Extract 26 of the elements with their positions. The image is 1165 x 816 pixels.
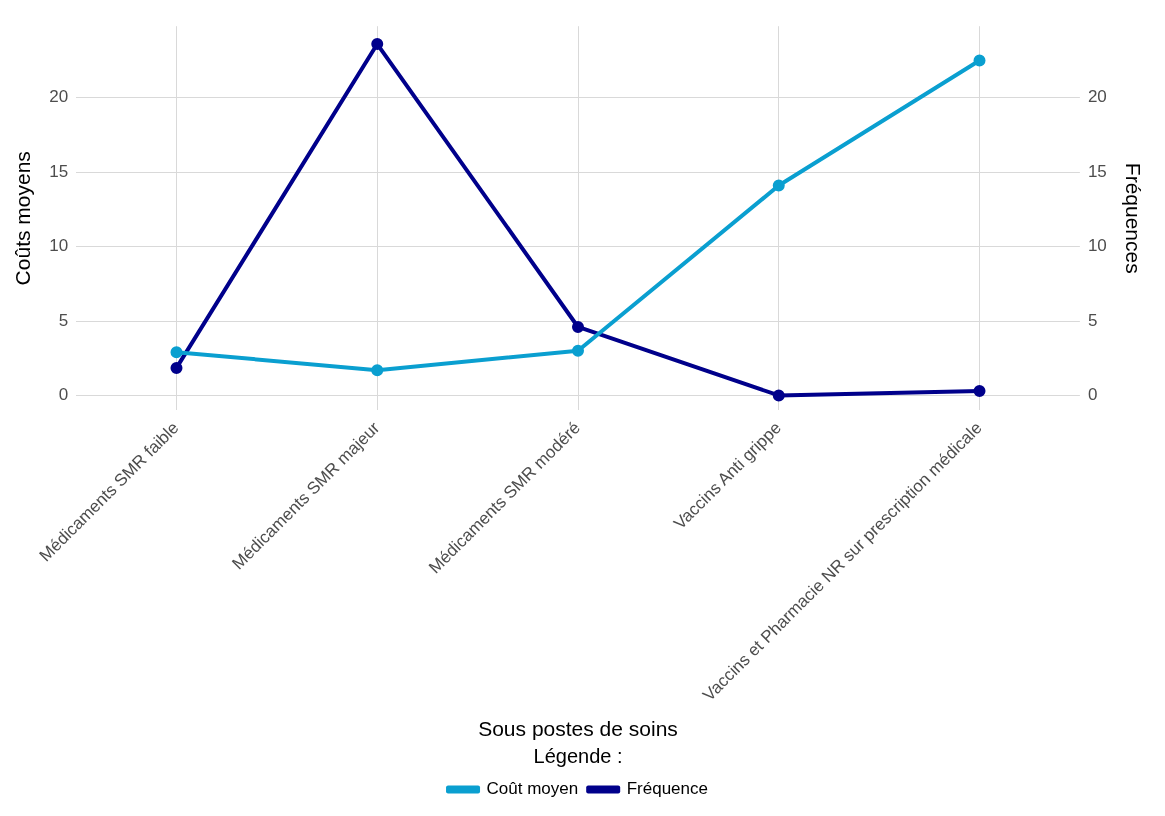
point xyxy=(572,320,584,333)
point xyxy=(973,54,986,67)
y-tick-label: 5 xyxy=(58,310,69,330)
point xyxy=(371,38,384,51)
y-tick-label: 10 xyxy=(49,236,69,256)
y-tick-label: 20 xyxy=(49,87,69,107)
y2-tick-label: 5 xyxy=(1087,310,1098,330)
y-tick-label: 0 xyxy=(58,385,69,405)
point xyxy=(772,179,785,192)
point xyxy=(170,361,183,374)
point xyxy=(973,385,986,397)
y2-axis-title: Fréquences xyxy=(1121,162,1145,274)
y2-tick-label: 20 xyxy=(1087,87,1107,107)
legend-label: Coût moyen xyxy=(486,779,579,799)
y-axis-title: Coûts moyens xyxy=(11,151,35,286)
point xyxy=(170,346,183,359)
y2-tick-label: 10 xyxy=(1087,236,1107,256)
y-tick-label: 15 xyxy=(49,161,69,181)
x-axis-title: Sous postes de soins xyxy=(478,717,678,741)
legend-label: Fréquence xyxy=(626,779,708,799)
point xyxy=(371,364,384,377)
y2-tick-label: 0 xyxy=(1087,385,1098,405)
point xyxy=(572,344,584,357)
point xyxy=(772,389,785,402)
legend-title: Légende : xyxy=(533,744,623,767)
y2-tick-label: 15 xyxy=(1087,161,1107,181)
